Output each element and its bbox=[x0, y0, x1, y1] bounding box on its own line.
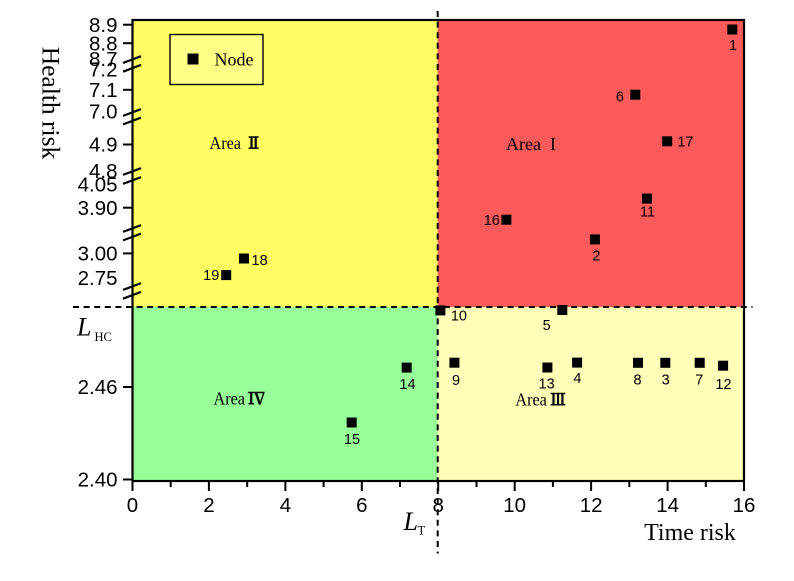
svg-text:10: 10 bbox=[451, 308, 467, 324]
svg-text:8.9: 8.9 bbox=[89, 14, 118, 37]
svg-text:4.8: 4.8 bbox=[89, 160, 118, 183]
svg-text:16: 16 bbox=[733, 494, 756, 517]
svg-text:4.9: 4.9 bbox=[89, 134, 118, 157]
svg-text:T: T bbox=[418, 524, 426, 538]
svg-text:0: 0 bbox=[127, 494, 138, 517]
svg-text:8.8: 8.8 bbox=[89, 32, 118, 55]
svg-text:19: 19 bbox=[203, 268, 219, 284]
svg-text:2.40: 2.40 bbox=[78, 469, 118, 492]
svg-text:7.2: 7.2 bbox=[89, 59, 118, 82]
svg-text:1: 1 bbox=[729, 38, 737, 54]
svg-text:13: 13 bbox=[539, 376, 555, 392]
svg-text:3.90: 3.90 bbox=[78, 197, 118, 220]
svg-text:8: 8 bbox=[634, 372, 642, 388]
svg-text:15: 15 bbox=[344, 432, 360, 448]
svg-text:14: 14 bbox=[399, 377, 415, 393]
svg-text:2.75: 2.75 bbox=[78, 267, 118, 290]
svg-text:4.05: 4.05 bbox=[78, 174, 118, 197]
svg-text:7.1: 7.1 bbox=[89, 79, 118, 102]
svg-text:Health risk: Health risk bbox=[37, 47, 66, 160]
svg-text:11: 11 bbox=[640, 205, 655, 221]
svg-text:10: 10 bbox=[503, 494, 526, 517]
svg-text:Area: Area bbox=[515, 390, 547, 410]
svg-text:Time risk: Time risk bbox=[644, 520, 736, 546]
svg-text:HC: HC bbox=[95, 330, 112, 344]
svg-text:4: 4 bbox=[280, 494, 291, 517]
svg-text:16: 16 bbox=[484, 213, 500, 229]
svg-text:2: 2 bbox=[592, 249, 600, 265]
svg-text:2: 2 bbox=[203, 494, 214, 517]
svg-text:Area: Area bbox=[214, 389, 246, 409]
svg-text:3.00: 3.00 bbox=[78, 243, 118, 266]
svg-text:6: 6 bbox=[616, 89, 624, 105]
svg-text:14: 14 bbox=[656, 494, 679, 517]
svg-text:12: 12 bbox=[580, 494, 603, 517]
svg-text:5: 5 bbox=[543, 318, 551, 334]
svg-text:7: 7 bbox=[695, 372, 703, 388]
svg-text:Area I: Area I bbox=[506, 134, 556, 154]
svg-text:Node: Node bbox=[215, 50, 254, 70]
svg-text:2.46: 2.46 bbox=[78, 376, 118, 399]
svg-text:4: 4 bbox=[573, 371, 581, 387]
svg-text:6: 6 bbox=[356, 494, 367, 517]
svg-text:8.7: 8.7 bbox=[89, 48, 118, 71]
svg-text:12: 12 bbox=[715, 377, 731, 393]
svg-text:8: 8 bbox=[432, 494, 443, 517]
svg-text:18: 18 bbox=[252, 253, 268, 269]
svg-text:L: L bbox=[76, 313, 91, 342]
svg-text:17: 17 bbox=[677, 134, 693, 150]
svg-text:7.0: 7.0 bbox=[89, 100, 118, 123]
svg-text:Area: Area bbox=[210, 133, 242, 153]
svg-text:3: 3 bbox=[662, 372, 670, 388]
svg-text:L: L bbox=[403, 507, 418, 536]
svg-text:9: 9 bbox=[452, 373, 460, 389]
